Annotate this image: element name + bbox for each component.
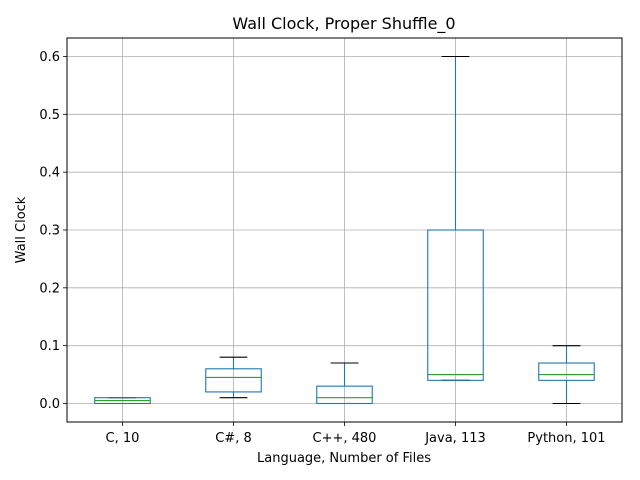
x-tick-label: C, 10 — [106, 431, 140, 446]
y-tick-label: 0.5 — [39, 108, 60, 123]
y-tick-label: 0.3 — [39, 224, 60, 239]
iqr-box — [427, 229, 484, 381]
x-tick-label: Python, 101 — [527, 431, 605, 446]
y-tick-label: 0.4 — [39, 166, 60, 181]
y-tick-label: 0.1 — [39, 339, 60, 354]
box-4 — [427, 55, 484, 381]
box-plot-series — [94, 55, 595, 405]
x-axis-label: Language, Number of Files — [257, 451, 431, 466]
x-tick-label: C#, 8 — [215, 431, 252, 446]
y-tick-label: 0.0 — [39, 397, 60, 412]
y-tick-label: 0.6 — [39, 50, 60, 65]
y-axis-label: Wall Clock — [14, 196, 29, 263]
iqr-box — [205, 368, 262, 393]
axis-ticks: 0.0 0.1 0.2 0.3 0.4 0.5 0.6 C, 10 C#, 8 C++, 480 J… — [39, 50, 605, 446]
box-3 — [316, 362, 373, 405]
iqr-box — [538, 362, 595, 381]
iqr-box — [316, 385, 373, 405]
box-5 — [538, 345, 595, 405]
y-tick-label: 0.2 — [39, 281, 60, 296]
box-2 — [205, 356, 262, 399]
x-tick-label: Java, 113 — [424, 431, 486, 446]
box-1 — [94, 397, 151, 405]
x-tick-label: C++, 480 — [313, 431, 377, 446]
chart-title: Wall Clock, Proper Shuffle_0 — [232, 14, 455, 34]
